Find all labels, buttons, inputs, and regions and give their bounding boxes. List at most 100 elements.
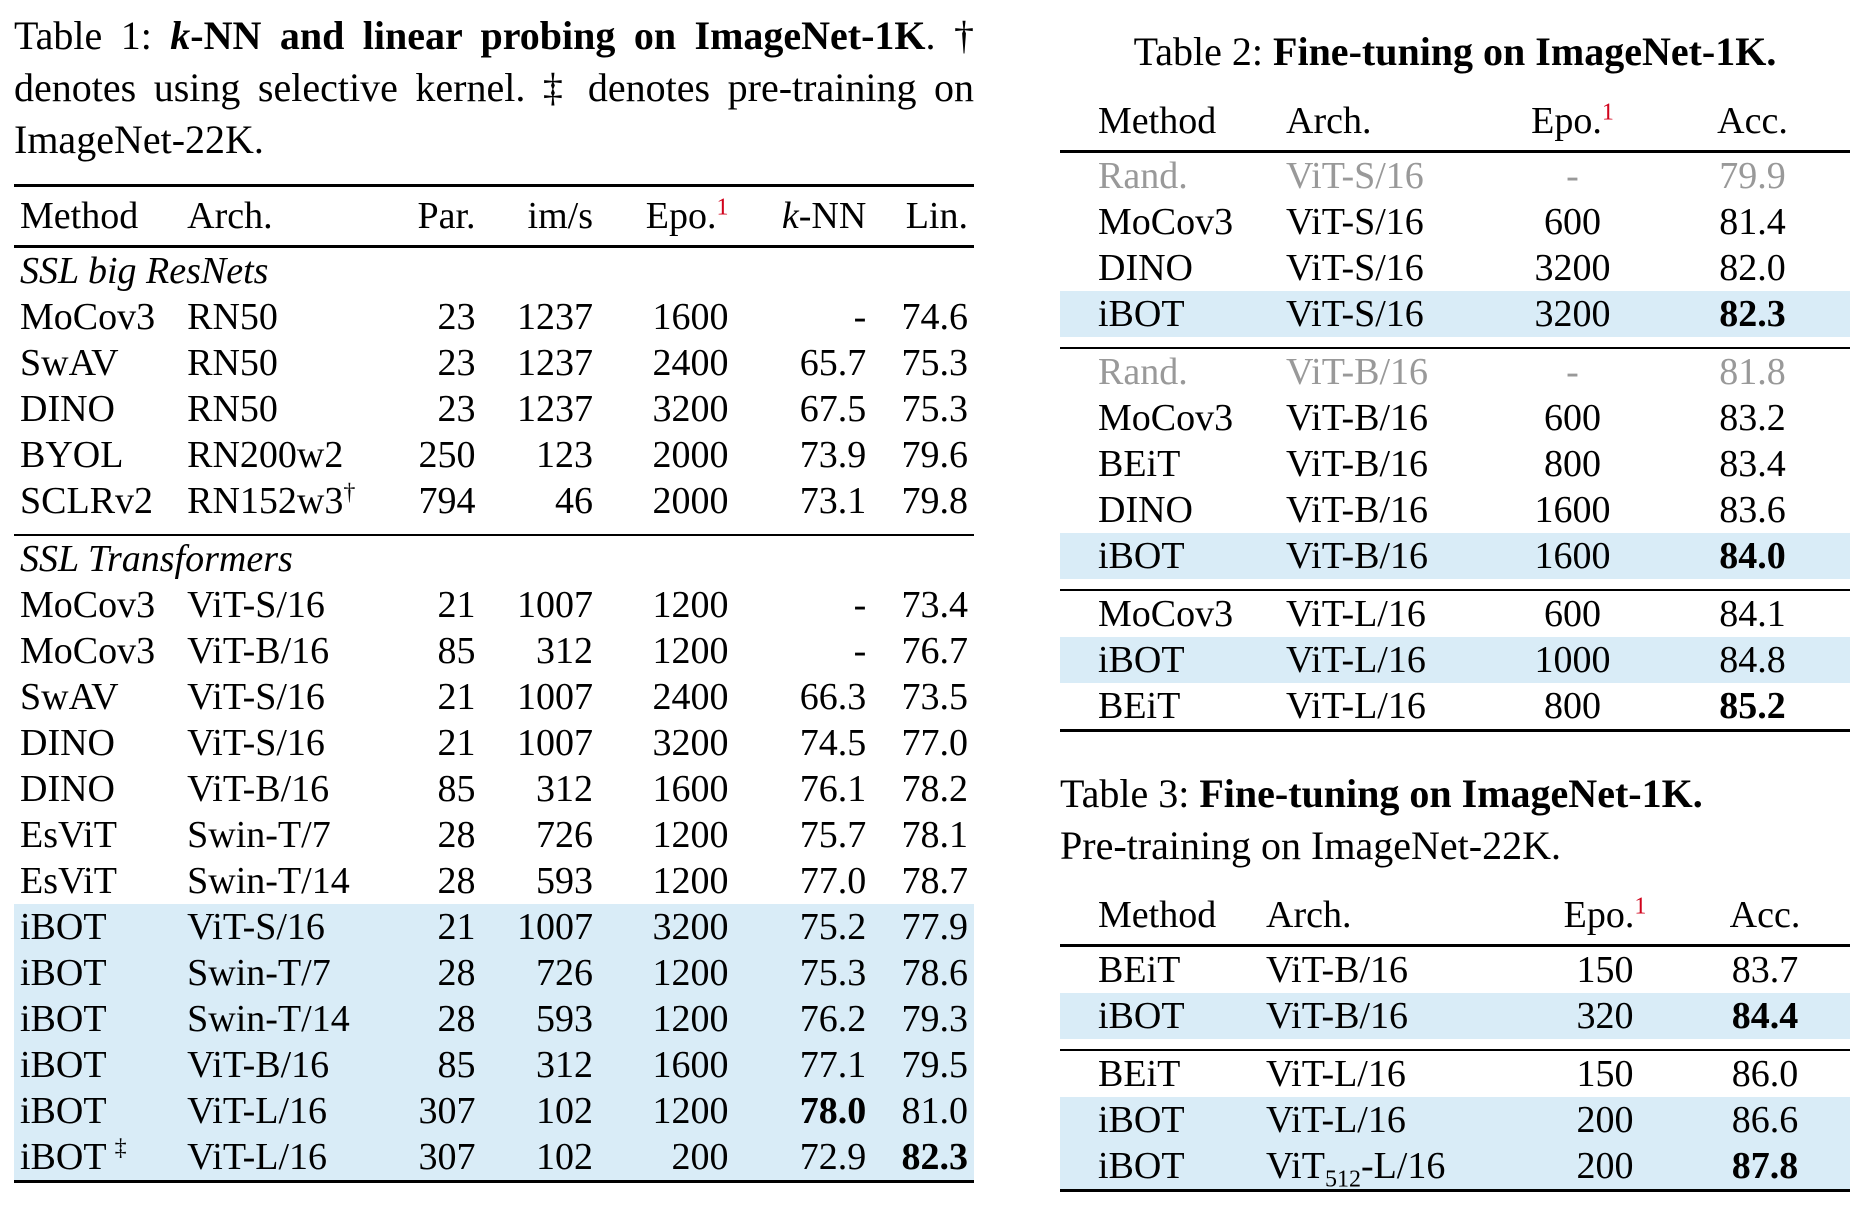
table-row: Rand. ViT-S/16 - 79.9 (1060, 151, 1850, 200)
cell-epo: 1200 (652, 584, 729, 626)
table-1-header-row: Method Arch. Par. im/s Epo.1 k-NN Lin. (14, 185, 974, 247)
cell-par: 23 (437, 296, 476, 338)
cell-par: 21 (437, 676, 476, 718)
cell-method: iBOT (14, 904, 182, 950)
cell-method: iBOT (1060, 1097, 1260, 1143)
cell-lin: 77.9 (872, 904, 974, 950)
cell-epo: 1200 (652, 630, 729, 672)
cell-knn: 73.1 (799, 480, 867, 522)
cell-method: iBOT (14, 1088, 182, 1134)
cell-method: BEiT (1098, 949, 1181, 991)
cell-ims: 123 (536, 434, 593, 476)
cell-ims: 1007 (481, 904, 599, 950)
table-3-caption: Table 3: Fine-tuning on ImageNet-1K. Pre… (1060, 771, 1703, 868)
footnote-mark: 1 (1601, 99, 1614, 126)
cell-epo: 1200 (652, 814, 729, 856)
table-row: iBOT Swin-T/7 28 726 1200 75.3 78.6 (14, 950, 974, 996)
cell-arch: Swin-T/14 (187, 860, 350, 902)
cell-arch: Swin-T/14 (181, 996, 392, 1042)
cell-arch: ViT-S/16 (181, 904, 392, 950)
table-1-caption: Table 1: k-NN and linear probing on Imag… (14, 13, 974, 162)
cell-lin: 74.6 (901, 296, 969, 338)
table-2: Table 2: Fine-tuning on ImageNet-1K. Met… (1060, 26, 1850, 732)
cell-epo: 3200 (1490, 291, 1655, 337)
table-1: Table 1: k-NN and linear probing on Imag… (14, 10, 974, 1183)
cell-knn: - (853, 584, 867, 626)
cell-lin: 79.3 (872, 996, 974, 1042)
cell-knn: 65.7 (799, 342, 867, 384)
cell-knn: 76.2 (734, 996, 873, 1042)
cell-lin: 81.0 (872, 1088, 974, 1134)
cell-knn: - (853, 296, 867, 338)
cell-method: iBOT (1060, 291, 1280, 337)
table-3: Table 3: Fine-tuning on ImageNet-1K. Pre… (1060, 768, 1850, 1192)
table-2-header-row: Method Arch. Epo.1 Acc. (1060, 92, 1850, 152)
cell-lin: 82.3 (872, 1134, 974, 1182)
cell-acc: 83.2 (1719, 397, 1786, 439)
cell-epo: 1200 (599, 996, 735, 1042)
cell-acc: 84.4 (1680, 993, 1850, 1039)
table-row: BEiT ViT-L/16 800 85.2 (1060, 683, 1850, 731)
cell-method: iBOT (1060, 533, 1280, 579)
cell-knn: 74.5 (799, 722, 867, 764)
col-epo: Epo.1 (1531, 99, 1614, 142)
col-acc: Acc. (1717, 100, 1788, 142)
cell-acc: 86.0 (1731, 1053, 1799, 1095)
cell-acc: 83.7 (1731, 949, 1799, 991)
table-3-grid: Method Arch. Epo.1 Acc. BEiT ViT-B/16 150 8… (1060, 886, 1850, 1192)
cell-epo: 1600 (1490, 533, 1655, 579)
table-row: MoCov3 ViT-L/16 600 84.1 (1060, 590, 1850, 637)
cell-epo: 800 (1544, 443, 1601, 485)
cell-ims: 726 (536, 814, 593, 856)
cell-lin: 73.5 (901, 676, 969, 718)
cell-arch: ViT-S/16 (187, 584, 325, 626)
cell-arch: ViT-B/16 (1286, 443, 1428, 485)
cell-arch: RN50 (187, 342, 278, 384)
table-2-caption: Table 2: Fine-tuning on ImageNet-1K. (1133, 29, 1777, 74)
section-row: SSL big ResNets (14, 246, 974, 295)
cell-arch: ViT-S/16 (187, 722, 325, 764)
cell-acc: 84.0 (1655, 533, 1850, 579)
table-row: SwAV ViT-S/16 21 1007 2400 66.3 73.5 (14, 674, 974, 720)
cell-lin: 75.3 (901, 388, 969, 430)
cell-arch: ViT-B/16 (1260, 993, 1530, 1039)
table-row: EsViT Swin-T/7 28 726 1200 75.7 78.1 (14, 812, 974, 858)
cell-arch: ViT-B/16 (1266, 949, 1408, 991)
cell-arch: ViT-L/16 (1260, 1097, 1530, 1143)
cell-method: DINO (1098, 489, 1193, 531)
table-row: DINO RN50 23 1237 3200 67.5 75.3 (14, 386, 974, 432)
cell-arch: ViT-S/16 (187, 676, 325, 718)
cell-epo: 200 (1530, 1097, 1680, 1143)
cell-arch: ViT-L/16 (1286, 593, 1426, 635)
cell-lin: 73.4 (901, 584, 969, 626)
col-epo: Epo.1 (1563, 893, 1647, 936)
cell-arch: Swin-T/7 (187, 814, 331, 856)
cell-ims: 312 (536, 630, 593, 672)
cell-epo: 1200 (599, 1088, 735, 1134)
table-row: DINO ViT-B/16 1600 83.6 (1060, 487, 1850, 533)
table-row: BEiT ViT-B/16 150 83.7 (1060, 945, 1850, 994)
cell-ims: 312 (481, 1042, 599, 1088)
table-row: MoCov3 ViT-S/16 600 81.4 (1060, 199, 1850, 245)
cell-epo: 200 (599, 1134, 735, 1182)
cell-epo: 1600 (652, 768, 729, 810)
cell-par: 28 (391, 950, 482, 996)
cell-method: MoCov3 (20, 584, 156, 626)
cell-arch: RN200w2 (187, 434, 344, 476)
cell-method: BEiT (1098, 443, 1181, 485)
cell-arch: ViT512-L/16 (1260, 1143, 1530, 1192)
table-row: iBOT ViT-B/16 85 312 1600 77.1 79.5 (14, 1042, 974, 1088)
cell-acc: 82.0 (1719, 247, 1786, 289)
cell-ims: 1007 (517, 722, 593, 764)
cell-arch: ViT-L/16 (181, 1088, 392, 1134)
cell-method: iBOT (14, 1042, 182, 1088)
table-row: iBOT ViT-S/16 21 1007 3200 75.2 77.9 (14, 904, 974, 950)
cell-method: BEiT (1098, 1053, 1181, 1095)
col-method: Method (20, 195, 139, 237)
cell-par: 85 (437, 630, 476, 672)
table-row: MoCov3 ViT-B/16 85 312 1200 -76.7 (14, 628, 974, 674)
cell-par: 21 (437, 584, 476, 626)
cell-arch: ViT-B/16 (1280, 533, 1490, 579)
cell-acc: 83.4 (1719, 443, 1786, 485)
cell-acc: 81.8 (1719, 351, 1786, 393)
